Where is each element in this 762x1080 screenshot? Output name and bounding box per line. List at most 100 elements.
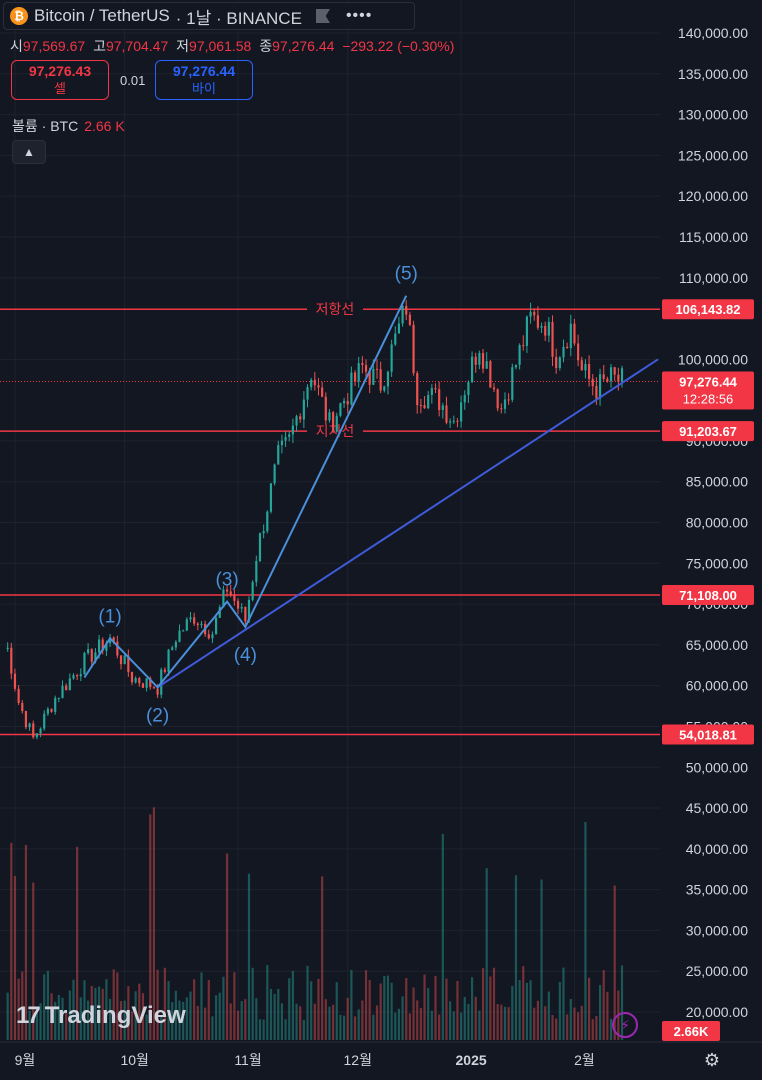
volume-bar	[364, 970, 368, 1040]
candle-body	[525, 316, 529, 346]
candle-body	[609, 367, 613, 382]
candle-body	[167, 649, 170, 672]
volume-legend[interactable]: 볼륨 · BTC 2.66 K	[12, 116, 125, 136]
candle-body	[156, 688, 159, 695]
level-price-label: 54,018.81	[679, 727, 737, 742]
candle-body	[507, 399, 510, 401]
candle-body	[306, 387, 309, 400]
volume-bar	[350, 969, 353, 1040]
volume-bar	[127, 986, 130, 1040]
wave-label: (4)	[234, 645, 257, 666]
volume-bar	[255, 998, 258, 1040]
candle-body	[196, 623, 199, 626]
symbol-title[interactable]: ₿ Bitcoin / TetherUS · 1날 · BINANCE ••••	[3, 2, 415, 30]
tradingview-logo[interactable]: 17 TradingView	[16, 1002, 186, 1030]
volume-bar	[295, 1003, 298, 1040]
volume-bar	[97, 986, 101, 1040]
more-icon[interactable]: ••••	[345, 7, 373, 24]
candle-body	[24, 711, 28, 728]
volume-bar	[342, 1015, 346, 1040]
volume-bar	[606, 991, 609, 1040]
interval-exchange[interactable]: · 1날 · BINANCE	[175, 8, 302, 28]
volume-bar	[394, 1012, 397, 1040]
candle-body	[364, 364, 368, 372]
volume-bar	[182, 1001, 185, 1040]
candle-body	[533, 311, 536, 316]
price-tick: 50,000.00	[686, 759, 748, 775]
volume-bar	[474, 996, 477, 1040]
volume-bar	[76, 846, 79, 1040]
candle-body	[397, 323, 401, 334]
candle-body	[390, 344, 393, 372]
level-text-bg	[307, 422, 363, 441]
volume-bar	[324, 999, 327, 1040]
volume-bar	[357, 1009, 360, 1040]
candle-body	[467, 382, 470, 395]
volume-bar	[489, 976, 492, 1040]
wave-label: (2)	[146, 705, 169, 726]
price-tick: 45,000.00	[686, 800, 748, 816]
candle-body	[445, 405, 448, 423]
volume-bar	[558, 982, 561, 1040]
candle-body	[587, 363, 591, 379]
symbol-name[interactable]: Bitcoin / TetherUS	[34, 6, 170, 25]
candle-body	[481, 353, 485, 369]
volume-bar	[481, 968, 485, 1040]
volume-bar	[28, 1010, 31, 1040]
buy-button[interactable]: 97,276.44 바이	[155, 60, 253, 100]
time-tick: 12월	[344, 1052, 372, 1068]
time-tick: 10월	[120, 1052, 148, 1068]
lightning-icon[interactable]: ⚡	[612, 1012, 638, 1038]
candle-body	[339, 403, 342, 416]
volume-bar	[215, 995, 218, 1040]
candles	[6, 300, 624, 740]
sell-label: 셀	[54, 81, 66, 96]
candle-body	[350, 372, 353, 405]
spread-value: 0.01	[120, 73, 146, 88]
volume-bar	[434, 975, 437, 1040]
level-price-label: 106,143.82	[675, 302, 740, 317]
volume-bar	[302, 1019, 305, 1040]
volume-bar	[430, 1010, 433, 1040]
volume-bar	[456, 981, 459, 1040]
sell-price: 97,276.43	[28, 63, 92, 79]
candle-body	[17, 688, 20, 703]
candle-body	[149, 678, 152, 688]
volume-bar	[383, 976, 386, 1040]
volume-bar	[123, 1000, 126, 1040]
candle-body	[288, 434, 291, 437]
sell-button[interactable]: 97,276.43 셀	[11, 60, 109, 100]
countdown-label: 12:28:56	[683, 392, 734, 407]
candle-body	[332, 412, 335, 432]
volume-bar	[346, 997, 349, 1040]
candle-body	[68, 678, 71, 691]
collapse-legend-button[interactable]: ▲	[12, 140, 46, 164]
volume-bar	[211, 1016, 214, 1040]
volume-bar	[306, 965, 309, 1040]
candle-body	[258, 533, 262, 562]
candle-body	[119, 655, 123, 665]
volume-bar	[251, 967, 254, 1040]
price-tick: 140,000.00	[678, 25, 748, 41]
volume-bar	[46, 970, 49, 1040]
candle-body	[13, 673, 17, 689]
volume-bar	[149, 814, 152, 1040]
low-value: 97,061.58	[189, 38, 252, 54]
open-value: 97,569.67	[22, 38, 86, 54]
volume-bar	[61, 997, 64, 1040]
settings-gear-icon[interactable]: ⚙	[703, 1050, 721, 1070]
volume-bar	[72, 979, 75, 1040]
candle-body	[35, 733, 39, 738]
volume-bar	[291, 970, 294, 1040]
volume-bar	[602, 970, 605, 1040]
candle-body	[6, 647, 9, 650]
candle-body	[255, 561, 258, 582]
wave-label: (5)	[395, 264, 418, 285]
flag-icon[interactable]	[315, 9, 330, 23]
candle-body	[108, 637, 112, 644]
candle-body	[277, 445, 280, 465]
volume-bar	[193, 979, 196, 1040]
volume-bar	[401, 996, 404, 1040]
candle-body	[438, 389, 441, 411]
